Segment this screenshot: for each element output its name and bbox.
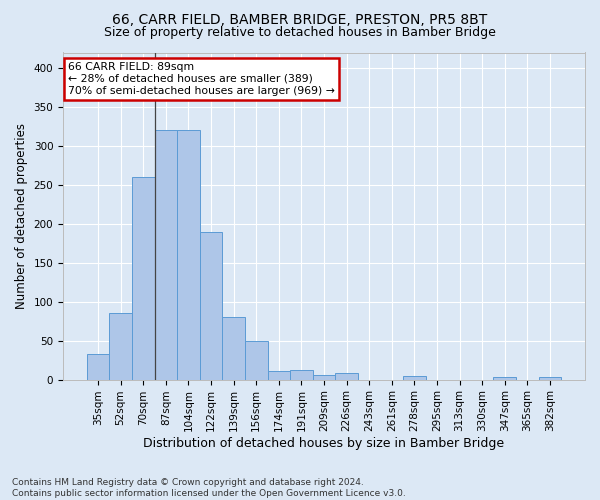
Text: Contains HM Land Registry data © Crown copyright and database right 2024.
Contai: Contains HM Land Registry data © Crown c… (12, 478, 406, 498)
Bar (493, 378, 516, 380)
X-axis label: Distribution of detached houses by size in Bamber Bridge: Distribution of detached houses by size … (143, 437, 505, 450)
Text: 66, CARR FIELD, BAMBER BRIDGE, PRESTON, PR5 8BT: 66, CARR FIELD, BAMBER BRIDGE, PRESTON, … (112, 12, 488, 26)
Y-axis label: Number of detached properties: Number of detached properties (15, 123, 28, 309)
Text: 66 CARR FIELD: 89sqm
← 28% of detached houses are smaller (389)
70% of semi-deta: 66 CARR FIELD: 89sqm ← 28% of detached h… (68, 62, 335, 96)
Bar (539, 378, 561, 380)
Bar (245, 340, 268, 380)
Bar (200, 232, 223, 380)
Bar (268, 371, 290, 380)
Text: Size of property relative to detached houses in Bamber Bridge: Size of property relative to detached ho… (104, 26, 496, 39)
Bar (290, 370, 313, 380)
Bar (132, 177, 155, 380)
Bar (403, 376, 425, 380)
Bar (223, 318, 245, 380)
Bar (155, 130, 177, 380)
Bar (335, 374, 358, 380)
Bar (87, 354, 109, 380)
Bar (177, 130, 200, 380)
Bar (313, 375, 335, 380)
Bar (109, 312, 132, 380)
